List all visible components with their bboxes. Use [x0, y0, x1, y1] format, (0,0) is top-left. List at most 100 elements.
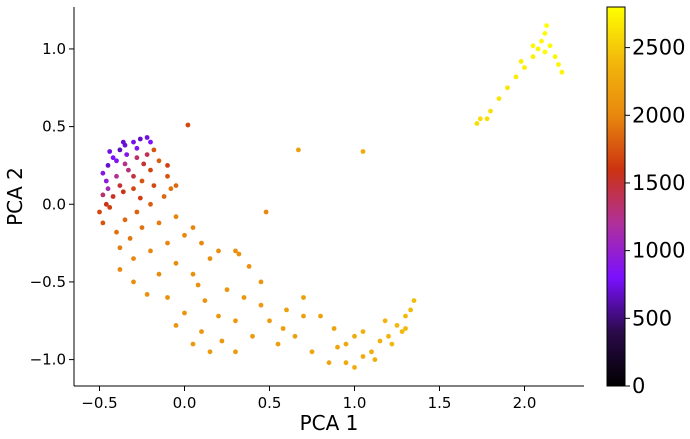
data-point: [488, 108, 493, 114]
data-point: [544, 23, 549, 28]
data-point: [518, 59, 524, 64]
data-point: [258, 279, 264, 285]
data-point: [403, 326, 408, 331]
data-point: [542, 31, 548, 36]
data-point: [131, 173, 136, 179]
data-point: [556, 62, 561, 67]
data-point: [105, 163, 111, 168]
data-point: [202, 298, 208, 303]
data-point: [250, 333, 255, 339]
data-point: [263, 209, 269, 215]
data-point: [377, 338, 383, 344]
data-point: [403, 313, 408, 319]
data-point: [394, 323, 400, 328]
data-point: [399, 329, 405, 334]
data-point: [156, 271, 162, 277]
data-point: [107, 205, 113, 210]
data-point: [372, 357, 378, 362]
data-point: [117, 147, 123, 153]
data-point: [122, 161, 128, 167]
data-point: [530, 43, 536, 49]
data-point: [411, 298, 417, 303]
data-point: [343, 341, 349, 347]
data-point: [139, 178, 145, 184]
data-point: [301, 295, 306, 300]
y-tick-label: 1.0: [42, 40, 66, 58]
data-point: [168, 186, 174, 192]
data-point: [103, 178, 109, 184]
data-point: [352, 333, 357, 339]
data-point: [301, 313, 306, 319]
data-point: [199, 240, 204, 246]
data-point: [141, 161, 147, 167]
colorbar: 0 500 1000 1500 2000 2500: [606, 6, 685, 398]
data-point: [552, 54, 558, 60]
data-point: [408, 307, 413, 313]
data-point: [173, 214, 179, 220]
data-point: [547, 43, 553, 49]
data-point: [496, 96, 502, 101]
data-point: [182, 310, 187, 316]
data-point: [125, 167, 131, 173]
data-point: [216, 313, 221, 319]
data-point: [131, 186, 136, 192]
data-point: [165, 173, 170, 179]
data-point: [360, 354, 366, 359]
data-point: [134, 145, 140, 151]
data-point: [165, 163, 170, 168]
x-tick-label: −0.5: [81, 394, 117, 412]
data-point: [207, 256, 213, 261]
data-point: [530, 54, 536, 60]
y-tick-label: −0.5: [30, 273, 66, 291]
data-point: [144, 152, 150, 158]
data-point: [156, 220, 162, 226]
x-tick-label: 0.5: [258, 394, 282, 412]
y-tick-label: −1.0: [30, 351, 66, 369]
x-tick-label: 0.0: [173, 394, 197, 412]
data-point: [120, 189, 126, 195]
data-point: [224, 287, 230, 293]
data-point: [120, 139, 126, 145]
data-point: [236, 251, 242, 257]
data-point: [148, 248, 153, 254]
data-point: [148, 139, 153, 145]
x-tick-label: 2.0: [513, 394, 537, 412]
data-point: [110, 155, 116, 161]
data-point: [117, 245, 123, 251]
data-point: [165, 295, 170, 300]
data-point: [216, 248, 221, 254]
data-point: [173, 323, 179, 328]
data-point: [107, 149, 113, 154]
data-point: [117, 267, 123, 272]
data-point: [522, 65, 527, 70]
data-point: [360, 149, 366, 154]
data-point: [131, 256, 136, 261]
data-point: [131, 139, 136, 145]
data-point: [199, 329, 204, 334]
colorbar-tick-label: 1500: [632, 171, 685, 195]
data-point: [151, 183, 157, 189]
data-point: [343, 360, 349, 366]
data-point: [267, 318, 272, 324]
data-point: [326, 360, 332, 366]
data-point: [318, 313, 323, 319]
data-point: [127, 236, 133, 241]
data-point: [144, 292, 150, 297]
data-point: [474, 121, 480, 126]
data-point: [513, 74, 519, 80]
data-point: [386, 333, 391, 339]
data-point: [103, 201, 109, 207]
data-point: [477, 116, 483, 122]
data-point: [389, 341, 395, 347]
data-point: [114, 229, 119, 235]
data-point: [122, 217, 128, 223]
data-point: [117, 183, 123, 189]
y-tick-label: 0.5: [42, 118, 66, 136]
data-point: [165, 240, 170, 246]
data-point: [275, 341, 281, 347]
data-point: [539, 38, 544, 44]
data-point: [219, 338, 225, 344]
x-axis-label: PCA 1: [300, 411, 359, 435]
colorbar-tick-label: 0: [632, 374, 645, 398]
